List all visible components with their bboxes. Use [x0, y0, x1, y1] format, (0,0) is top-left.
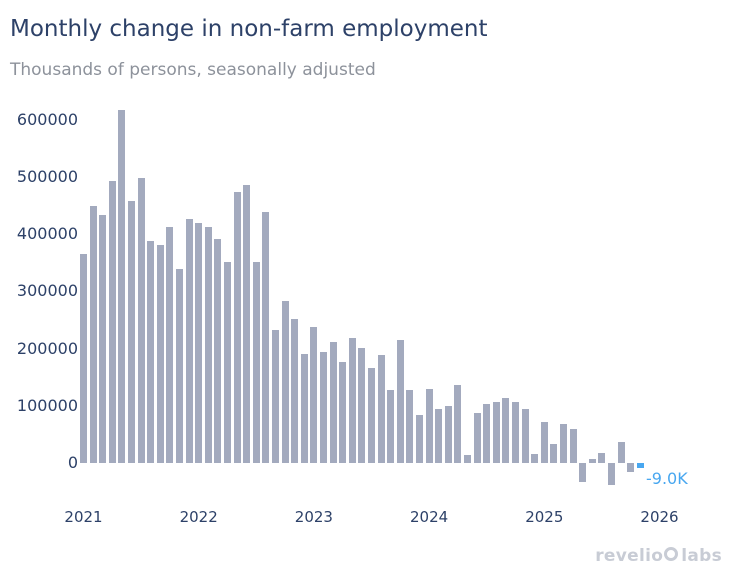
bar-2025-01[interactable] — [540, 422, 548, 463]
bar-2022-05[interactable] — [233, 191, 241, 463]
bar-2022-02[interactable] — [204, 227, 212, 463]
bar-2023-01[interactable] — [310, 326, 318, 463]
bar-2021-05[interactable] — [118, 110, 126, 463]
bar-2025-11[interactable] — [636, 463, 644, 469]
y-tick-label: 200000 — [16, 338, 78, 358]
y-tick-label: 400000 — [16, 224, 78, 244]
x-tick-label: 2021 — [64, 508, 103, 526]
x-tick-label: 2025 — [525, 508, 564, 526]
bar-2025-04[interactable] — [569, 429, 577, 463]
revelio-labs-logo: revelio labs — [595, 546, 722, 567]
bar-2021-01[interactable] — [80, 253, 87, 463]
bar-2021-04[interactable] — [108, 181, 116, 463]
bar-2022-11[interactable] — [291, 319, 299, 463]
revelio-logo-o-icon — [664, 547, 679, 561]
bar-2023-03[interactable] — [329, 342, 337, 463]
x-tick-label: 2022 — [179, 508, 218, 526]
bar-2022-01[interactable] — [195, 222, 203, 463]
last-value-annotation: -9.0K — [646, 469, 688, 488]
bar-2025-07[interactable] — [598, 452, 606, 463]
y-tick-label: 600000 — [16, 109, 78, 129]
bar-2023-06[interactable] — [358, 348, 366, 463]
bar-2025-08[interactable] — [608, 463, 615, 486]
chart-title: Monthly change in non-farm employment — [10, 16, 488, 42]
x-tick-label: 2026 — [640, 508, 679, 526]
logo-revelio-text: revelio — [595, 546, 664, 566]
bar-2025-06[interactable] — [588, 458, 596, 463]
bar-2023-10[interactable] — [396, 340, 404, 463]
bar-2024-01[interactable] — [425, 389, 433, 463]
y-tick-label: 0 — [67, 453, 78, 472]
y-tick-label: 100000 — [16, 395, 78, 415]
bar-2023-12[interactable] — [416, 414, 423, 463]
bar-2023-02[interactable] — [320, 352, 327, 463]
bar-2023-07[interactable] — [368, 368, 375, 463]
bar-2022-06[interactable] — [243, 185, 251, 463]
bar-2024-05[interactable] — [464, 454, 471, 463]
bar-2024-11[interactable] — [521, 409, 529, 463]
bar-2022-08[interactable] — [262, 211, 270, 463]
bar-2024-09[interactable] — [502, 398, 510, 463]
bar-2024-06[interactable] — [473, 413, 481, 463]
x-tick-label: 2024 — [410, 508, 449, 526]
bar-2023-05[interactable] — [348, 337, 356, 463]
bar-2025-03[interactable] — [560, 423, 567, 463]
bar-2024-10[interactable] — [512, 402, 519, 463]
chart-subtitle: Thousands of persons, seasonally adjuste… — [10, 60, 376, 80]
bar-2021-03[interactable] — [99, 215, 107, 463]
bar-2022-04[interactable] — [224, 261, 231, 463]
bar-2021-06[interactable] — [128, 201, 135, 463]
bar-2021-10[interactable] — [166, 227, 174, 463]
bar-2024-02[interactable] — [435, 409, 443, 463]
bar-2024-12[interactable] — [531, 453, 539, 463]
bar-2021-08[interactable] — [147, 241, 155, 463]
bar-2023-08[interactable] — [377, 355, 385, 463]
bar-2022-12[interactable] — [300, 354, 308, 463]
bar-2024-07[interactable] — [483, 404, 491, 463]
y-tick-label: 300000 — [16, 281, 78, 301]
bar-2025-05[interactable] — [579, 463, 587, 483]
bar-2025-02[interactable] — [550, 444, 558, 463]
bar-2024-03[interactable] — [444, 406, 452, 463]
bar-2023-11[interactable] — [406, 390, 414, 463]
bar-2022-07[interactable] — [252, 261, 260, 463]
bar-2021-12[interactable] — [185, 219, 193, 463]
bar-2021-02[interactable] — [89, 206, 97, 463]
bar-2021-07[interactable] — [137, 177, 145, 463]
bar-2023-04[interactable] — [339, 361, 347, 463]
bar-2022-10[interactable] — [281, 301, 289, 463]
y-tick-label: 500000 — [16, 167, 78, 186]
bar-2021-09[interactable] — [156, 245, 164, 463]
bar-2024-08[interactable] — [492, 401, 500, 463]
logo-labs-text: labs — [681, 546, 722, 566]
x-tick-label: 2023 — [294, 508, 333, 526]
bar-2022-03[interactable] — [214, 239, 222, 463]
bar-2025-10[interactable] — [627, 463, 635, 473]
bar-2022-09[interactable] — [272, 329, 279, 463]
bar-2021-11[interactable] — [176, 268, 183, 463]
bar-2023-09[interactable] — [387, 390, 395, 463]
bar-2024-04[interactable] — [454, 384, 462, 463]
bar-2025-09[interactable] — [617, 442, 625, 463]
